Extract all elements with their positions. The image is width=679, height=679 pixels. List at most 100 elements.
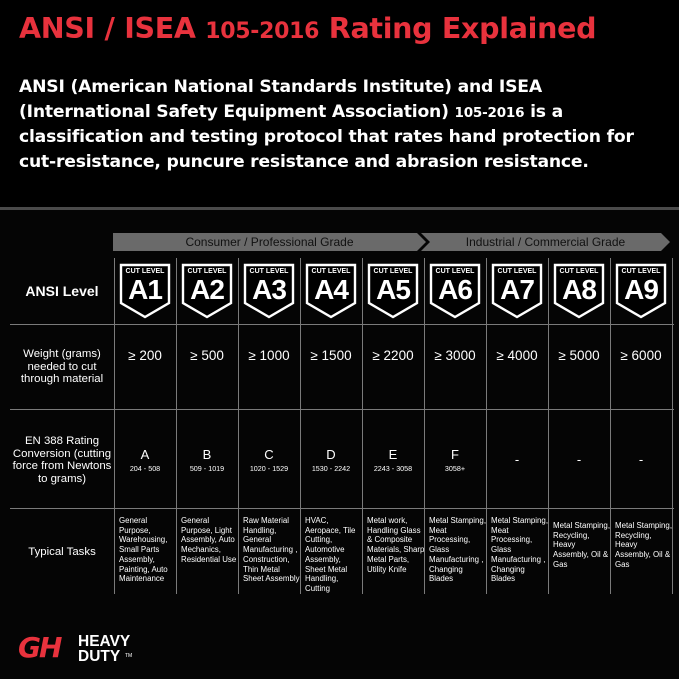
cut-level-caption: CUT LEVEL — [125, 268, 165, 275]
cut-level-value: A4 — [314, 274, 349, 305]
en388-grade: E — [388, 447, 398, 462]
shield-icon — [305, 263, 357, 319]
en388-grade: - — [514, 452, 520, 467]
column-divider — [176, 258, 177, 594]
en388-grade: A — [140, 447, 150, 462]
en388-range: 204 - 508 — [129, 464, 161, 473]
shield-icon — [367, 263, 419, 319]
cut-level-badge: CUT LEVEL A5 — [367, 263, 419, 319]
cut-level-caption: CUT LEVEL — [373, 268, 413, 275]
en388-range: 1530 - 2242 — [311, 464, 351, 473]
row-label-weight: Weight (grams) needed to cut through mat… — [20, 348, 104, 386]
intro-suffix: is a classification and testing protocol… — [19, 101, 634, 172]
weight-value: ≥ 1500 — [310, 348, 352, 363]
weight-value: ≥ 4000 — [496, 348, 538, 363]
row-label-tasks: Typical Tasks — [28, 545, 96, 558]
cut-level-value: A6 — [438, 274, 473, 305]
en388-grade: D — [326, 447, 336, 462]
shield-icon — [429, 263, 481, 319]
en388-range: 3058+ — [444, 464, 466, 473]
shield-icon — [243, 263, 295, 319]
typical-tasks: Metal Stamping, Recycling, Heavy Assembl… — [553, 521, 611, 569]
cut-level-caption: CUT LEVEL — [497, 268, 537, 275]
shield-icon — [615, 263, 667, 319]
weight-value: ≥ 5000 — [558, 348, 600, 363]
weight-value: ≥ 200 — [128, 348, 162, 363]
cut-level-caption: CUT LEVEL — [249, 268, 289, 275]
title-prefix: ANSI / ISEA — [19, 12, 206, 45]
cut-level-badge: CUT LEVEL A1 — [119, 263, 171, 319]
cut-level-badge: CUT LEVEL A8 — [553, 263, 605, 319]
row-label-en388: EN 388 Rating Conversion (cutting force … — [12, 435, 112, 485]
row-divider — [10, 508, 674, 509]
cut-level-badge: CUT LEVEL A3 — [243, 263, 295, 319]
cut-level-value: A2 — [190, 274, 225, 305]
typical-tasks: General Purpose, Warehousing, Small Part… — [119, 516, 168, 584]
title-year: 105-2016 — [205, 19, 320, 44]
header-divider — [0, 207, 679, 210]
typical-tasks: Metal Stamping, Meat Processing, Glass M… — [429, 516, 487, 584]
typical-tasks: Metal work, Handling Glass & Composite M… — [367, 516, 425, 574]
row-divider — [10, 324, 674, 325]
industrial-grade-banner: Industrial / Commercial Grade — [421, 233, 670, 251]
typical-tasks: HVAC, Aeropace, Tile Cutting, Automotive… — [305, 516, 356, 593]
column-divider — [362, 258, 363, 594]
en388-grade: C — [264, 447, 274, 462]
column-divider — [486, 258, 487, 594]
cut-level-badge: CUT LEVEL A2 — [181, 263, 233, 319]
cut-level-badge: CUT LEVEL A9 — [615, 263, 667, 319]
column-divider — [238, 258, 239, 594]
intro-paragraph: ANSI (American National Standards Instit… — [19, 75, 674, 174]
cut-level-badge: CUT LEVEL A6 — [429, 263, 481, 319]
header: ANSI / ISEA 105-2016 Rating Explained AN… — [0, 0, 679, 209]
column-divider — [300, 258, 301, 594]
cut-level-caption: CUT LEVEL — [559, 268, 599, 275]
typical-tasks: General Purpose, Light Assembly, Auto Me… — [181, 516, 237, 564]
weight-value: ≥ 3000 — [434, 348, 476, 363]
shield-icon — [553, 263, 605, 319]
typical-tasks: Raw Material Handling, General Manufactu… — [243, 516, 300, 584]
intro-prefix: ANSI (American National Standards Instit… — [19, 77, 542, 122]
logo-trademark: TM — [125, 653, 133, 659]
title-suffix: Rating Explained — [319, 12, 597, 45]
typical-tasks: Metal Stamping, Recycling, Heavy Assembl… — [615, 521, 673, 569]
cut-level-value: A1 — [128, 274, 163, 305]
en388-range: 2243 - 3058 — [373, 464, 413, 473]
logo-line-2: DUTY — [78, 648, 121, 665]
cut-level-value: A7 — [500, 274, 535, 305]
cut-level-value: A3 — [252, 274, 287, 305]
page-title: ANSI / ISEA 105-2016 Rating Explained — [19, 12, 597, 45]
row-label-ansi-level: ANSI Level — [25, 283, 99, 299]
consumer-grade-banner: Consumer / Professional Grade — [113, 233, 426, 251]
column-divider — [424, 258, 425, 594]
cut-level-value: A5 — [376, 274, 411, 305]
en388-grade: - — [576, 452, 582, 467]
weight-value: ≥ 6000 — [620, 348, 662, 363]
column-divider — [672, 258, 673, 594]
cut-level-caption: CUT LEVEL — [621, 268, 661, 275]
column-divider — [610, 258, 611, 594]
shield-icon — [119, 263, 171, 319]
shield-icon — [181, 263, 233, 319]
logo-mark: GH — [18, 631, 62, 664]
en388-range: 1020 - 1529 — [249, 464, 289, 473]
cut-level-badge: CUT LEVEL A4 — [305, 263, 357, 319]
en388-grade: F — [451, 447, 459, 462]
column-divider — [114, 258, 115, 594]
column-divider — [548, 258, 549, 594]
typical-tasks: Metal Stamping, Meat Processing, Glass M… — [491, 516, 549, 584]
shield-icon — [491, 263, 543, 319]
row-divider — [10, 409, 674, 410]
cut-level-caption: CUT LEVEL — [435, 268, 475, 275]
cut-level-value: A8 — [562, 274, 597, 305]
weight-value: ≥ 1000 — [248, 348, 290, 363]
en388-range: 509 - 1019 — [189, 464, 225, 473]
cut-level-caption: CUT LEVEL — [311, 268, 351, 275]
cut-level-caption: CUT LEVEL — [187, 268, 227, 275]
weight-value: ≥ 2200 — [372, 348, 414, 363]
weight-value: ≥ 500 — [190, 348, 224, 363]
logo-line-1: HEAVY — [78, 633, 131, 650]
intro-year: 105-2016 — [454, 104, 525, 121]
en388-grade: B — [202, 447, 212, 462]
en388-grade: - — [638, 452, 644, 467]
